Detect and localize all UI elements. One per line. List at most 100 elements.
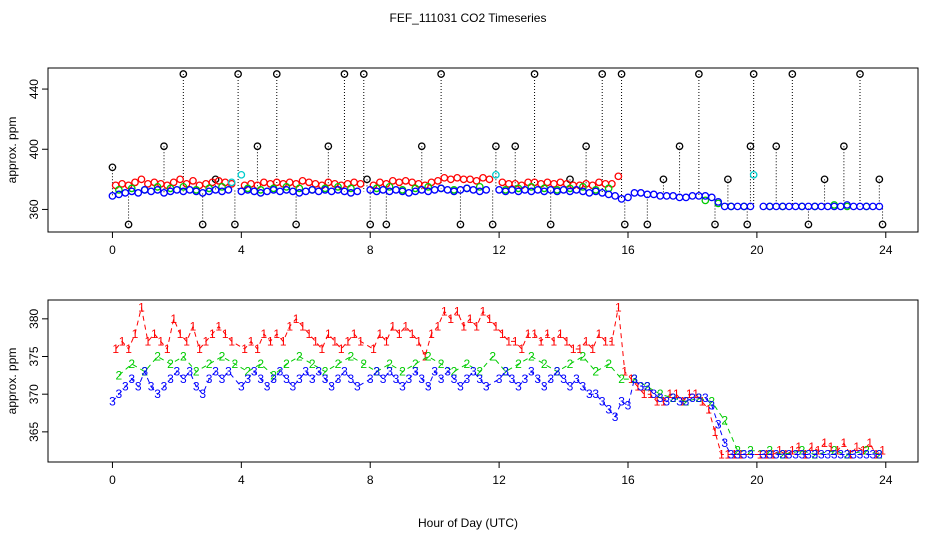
data-point-label: 3	[741, 447, 748, 461]
x-tick-label: 12	[492, 473, 506, 487]
data-point-label: 3	[476, 372, 483, 386]
data-point	[546, 220, 555, 229]
data-point-label: 3	[199, 387, 206, 401]
data-point	[111, 181, 120, 190]
data-point-label: 3	[128, 372, 135, 386]
data-point-label: 1	[647, 387, 654, 401]
y-axis-label: approx. ppm	[5, 117, 19, 184]
data-point	[556, 178, 565, 187]
data-point	[250, 187, 259, 196]
data-point	[260, 178, 268, 187]
series-line	[115, 307, 883, 456]
data-point	[417, 142, 426, 151]
data-point-label: 2	[721, 414, 728, 428]
data-point	[521, 186, 529, 194]
data-point-label: 1	[370, 342, 377, 356]
data-point	[153, 186, 162, 194]
data-point-label: 2	[541, 357, 548, 371]
data-point-label: 2	[128, 357, 135, 371]
data-point-label: 1	[396, 327, 403, 341]
data-point-label: 1	[190, 319, 197, 333]
series-blue-circles	[108, 184, 884, 211]
data-point	[598, 70, 607, 78]
x-tick-label: 24	[879, 243, 893, 257]
data-point-label: 3	[335, 372, 342, 386]
data-point	[562, 180, 571, 188]
data-point-label: 3	[592, 387, 599, 401]
data-point-label: 3	[464, 372, 471, 386]
data-point-label: 3	[193, 380, 200, 394]
data-point-label: 3	[715, 417, 722, 431]
data-point-label: 2	[528, 350, 535, 364]
x-tick-label: 0	[109, 243, 116, 257]
data-point-label: 3	[850, 447, 857, 461]
data-point	[376, 178, 384, 187]
data-point	[127, 184, 136, 193]
data-point-label: 1	[402, 319, 409, 333]
data-point	[743, 220, 752, 229]
data-point-label: 3	[496, 372, 503, 386]
data-point	[276, 187, 284, 196]
data-point-label: 1	[248, 334, 255, 348]
data-point-label: 3	[657, 391, 664, 405]
data-point	[237, 187, 246, 196]
data-point-label: 1	[602, 334, 609, 348]
data-point	[350, 178, 358, 187]
x-tick-label: 0	[109, 473, 116, 487]
data-point	[869, 202, 877, 211]
data-point	[463, 184, 471, 193]
data-point-label: 1	[164, 342, 171, 356]
data-point-label: 2	[335, 357, 342, 371]
data-point-label: 1	[763, 447, 770, 461]
data-point	[424, 183, 433, 191]
data-point	[611, 192, 619, 200]
data-point	[527, 187, 536, 196]
data-point-label: 1	[531, 327, 538, 341]
data-point-label: 3	[219, 372, 226, 386]
data-point-label: 1	[628, 372, 635, 386]
x-tick-label: 20	[750, 243, 764, 257]
data-point-label: 1	[512, 334, 519, 348]
data-point-label: 2	[219, 350, 226, 364]
data-point-label: 3	[618, 395, 625, 409]
data-point	[218, 183, 226, 191]
data-point-label: 3	[670, 391, 677, 405]
data-point	[711, 220, 719, 229]
data-point-label: 3	[560, 372, 567, 386]
data-point	[169, 178, 178, 187]
data-point	[675, 142, 684, 151]
data-point	[559, 186, 568, 194]
data-point	[701, 196, 710, 205]
data-point-label: 1	[183, 334, 190, 348]
data-point	[121, 189, 130, 197]
data-point-label: 3	[702, 391, 709, 405]
series-line	[118, 355, 880, 456]
data-point	[153, 183, 162, 191]
data-point-label: 2	[592, 365, 599, 379]
data-point	[179, 183, 188, 191]
data-point-label: 3	[161, 380, 168, 394]
data-point-label: 1	[621, 365, 628, 379]
data-point-label: 2	[831, 444, 838, 458]
data-point-label: 1	[267, 334, 274, 348]
data-point-label: 3	[747, 447, 754, 461]
data-point-label: 1	[241, 342, 248, 356]
data-point-label: 3	[734, 447, 741, 461]
data-point	[878, 220, 887, 229]
data-point	[617, 70, 626, 78]
data-point-label: 1	[667, 387, 674, 401]
data-point	[862, 202, 871, 211]
data-point-label: 3	[431, 365, 438, 379]
x-tick-label: 4	[238, 243, 245, 257]
data-point-label: 1	[228, 334, 235, 348]
data-point-label: 2	[399, 365, 406, 379]
data-point-label: 2	[167, 357, 174, 371]
data-point-label: 1	[589, 342, 596, 356]
data-point-label: 2	[554, 365, 561, 379]
x-tick-label: 4	[238, 473, 245, 487]
data-point-label: 2	[708, 395, 715, 409]
data-point	[488, 220, 497, 229]
data-point	[401, 176, 410, 185]
data-point-label: 3	[109, 395, 116, 409]
data-point-label: 1	[428, 327, 435, 341]
